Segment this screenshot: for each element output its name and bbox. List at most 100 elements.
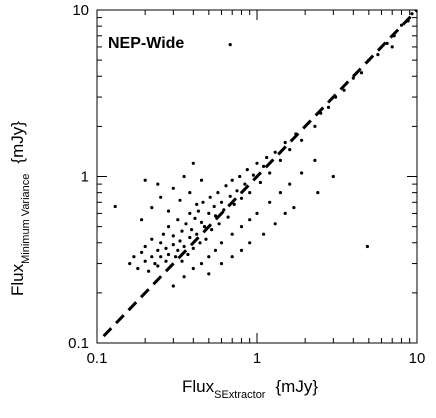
data-point (150, 255, 154, 259)
data-point (195, 202, 199, 206)
x-axis-title-unit: {mJy} (275, 377, 318, 396)
data-point (376, 53, 380, 57)
data-point (199, 178, 204, 182)
data-point (278, 158, 282, 162)
data-point (273, 150, 277, 154)
data-point (313, 158, 317, 162)
data-point (195, 232, 199, 236)
x-axis-title-main: Flux (182, 377, 215, 396)
data-point (219, 262, 224, 266)
data-point (161, 232, 165, 236)
data-point (212, 204, 216, 209)
data-point (202, 225, 207, 229)
data-point (164, 246, 168, 250)
data-point (191, 246, 195, 250)
x-axis-title: FluxSExtractor {mJy} (182, 377, 318, 401)
data-point (216, 191, 220, 195)
data-point (278, 191, 282, 195)
data-point (186, 252, 190, 257)
data-point (399, 23, 404, 27)
data-point (128, 262, 132, 266)
data-point (243, 182, 247, 186)
data-point (140, 250, 144, 254)
data-point (226, 215, 230, 219)
data-point (222, 208, 226, 212)
data-point (159, 255, 163, 259)
data-point (190, 228, 194, 232)
data-point (230, 178, 234, 182)
data-point (156, 248, 160, 252)
data-point (228, 194, 232, 198)
data-point (188, 211, 192, 215)
data-point (150, 206, 154, 210)
data-point (213, 248, 218, 252)
y-tick-label: 10 (72, 2, 89, 19)
data-point (219, 200, 224, 204)
data-point (283, 140, 287, 145)
tick-layer: 0.1 1 10 0.1 1 10 (68, 2, 425, 367)
data-point (166, 225, 171, 229)
data-point (171, 243, 175, 247)
data-point (193, 216, 197, 220)
data-point (207, 255, 211, 259)
data-point (191, 161, 195, 165)
data-point (248, 241, 252, 245)
data-point (156, 182, 160, 186)
data-point (268, 171, 272, 175)
data-point (147, 269, 151, 273)
data-point (239, 248, 244, 252)
data-point (178, 239, 182, 243)
data-point (342, 88, 346, 92)
data-point (300, 138, 304, 142)
data-point (359, 71, 364, 75)
data-point (171, 234, 175, 238)
data-point (176, 218, 180, 222)
data-point (238, 174, 242, 179)
data-point (288, 148, 292, 152)
data-point (300, 171, 304, 175)
y-axis-title-main: Flux (8, 263, 27, 296)
data-point (182, 174, 186, 179)
data-point (182, 244, 186, 249)
reference-line (102, 8, 419, 338)
y-axis-title-unit: {mJy} (8, 121, 27, 164)
data-point (313, 124, 317, 128)
data-point (143, 259, 147, 263)
data-point (326, 105, 331, 109)
data-point (198, 241, 202, 245)
data-point (245, 168, 249, 172)
data-point (230, 255, 234, 259)
data-point (258, 180, 262, 185)
data-point (208, 195, 212, 199)
data-point (248, 191, 252, 195)
data-point (316, 191, 320, 195)
data-point (390, 45, 394, 49)
data-point (262, 164, 266, 168)
data-point (283, 211, 287, 215)
data-point (273, 222, 277, 226)
data-point (164, 259, 168, 263)
data-point (207, 272, 211, 276)
data-point (239, 196, 244, 200)
data-point (239, 225, 244, 229)
data-point (410, 12, 414, 16)
data-point (199, 262, 204, 266)
data-point (180, 259, 184, 263)
data-point (210, 228, 214, 232)
data-point (188, 235, 192, 240)
data-point (191, 266, 195, 271)
data-point (265, 155, 269, 160)
data-point (188, 191, 192, 195)
data-point (166, 252, 171, 257)
data-point (251, 173, 255, 177)
data-point (262, 232, 266, 236)
data-point (365, 244, 369, 249)
x-tick-label: 1 (253, 350, 261, 367)
data-point (113, 204, 117, 209)
y-axis-title: FluxMinimum Variance {mJy} (8, 121, 32, 296)
data-point (268, 200, 272, 204)
data-point (204, 237, 208, 241)
data-point (199, 220, 204, 224)
data-point (331, 174, 335, 179)
